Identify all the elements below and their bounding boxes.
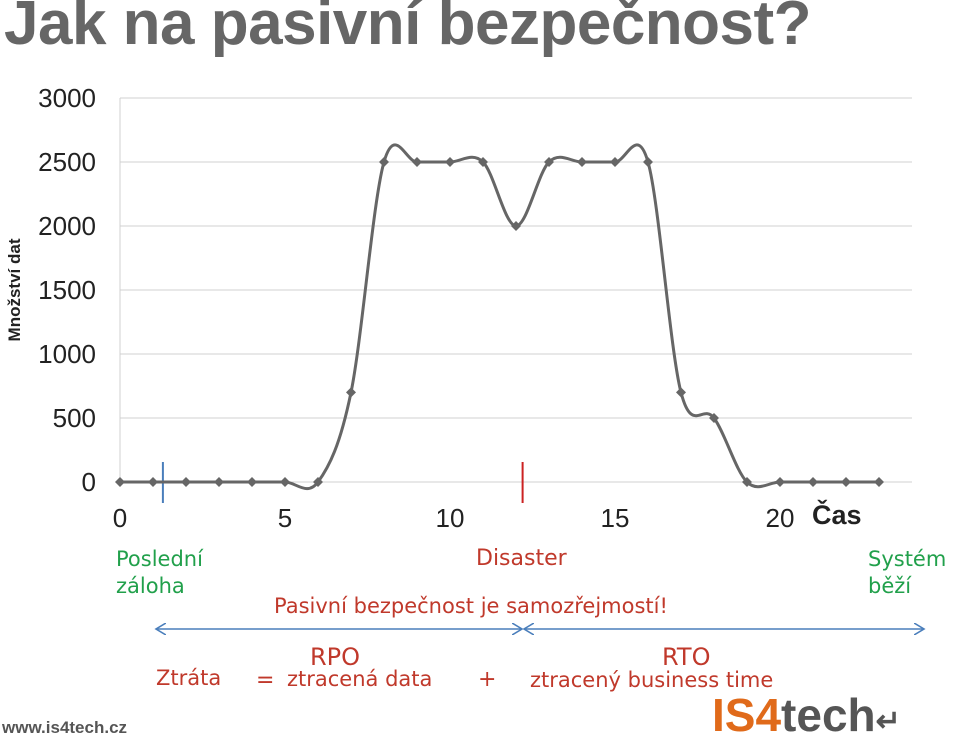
- logo-tech: tech: [781, 689, 876, 741]
- plus-sign: +: [478, 667, 497, 692]
- data-point-13: [544, 157, 554, 167]
- data-point-21: [808, 477, 818, 487]
- data-point-9: [412, 157, 422, 167]
- last-backup-label: Poslední záloha: [116, 547, 203, 598]
- loss-label: Ztráta: [156, 666, 222, 690]
- y-tick-3000: 3000: [38, 83, 96, 113]
- data-point-19: [742, 477, 752, 487]
- y-tick-2000: 2000: [38, 211, 96, 241]
- series-line: [120, 143, 879, 491]
- x-tick-10: 10: [436, 503, 465, 533]
- data-point-22: [841, 477, 851, 487]
- rto-description: ztracený business time: [530, 668, 774, 692]
- series-points: [115, 157, 884, 487]
- data-point-16: [643, 157, 653, 167]
- y-axis-label: Množství dat: [5, 238, 24, 341]
- data-point-17: [676, 387, 686, 398]
- data-point-6: [313, 477, 323, 487]
- x-tick-labels: 0 5 10 15 20: [113, 503, 795, 533]
- y-tick-1000: 1000: [38, 339, 96, 369]
- y-tick-500: 500: [53, 403, 96, 433]
- data-point-20: [775, 477, 785, 487]
- logo-is4: IS4: [712, 689, 782, 741]
- chart-grid: [119, 97, 912, 483]
- data-point-4: [247, 477, 257, 487]
- x-tick-15: 15: [601, 503, 630, 533]
- x-tick-20: 20: [766, 503, 795, 533]
- y-tick-labels: 0 500 1000 1500 2000 2500 3000: [38, 83, 96, 497]
- data-point-8: [379, 157, 389, 167]
- data-point-18: [709, 413, 719, 423]
- data-point-7: [346, 387, 356, 398]
- disaster-label: Disaster: [476, 546, 567, 571]
- slide-title: Jak na pasivní bezpečnost?: [4, 0, 812, 58]
- y-tick-1500: 1500: [38, 275, 96, 305]
- data-point-15: [610, 157, 620, 167]
- data-point-2: [181, 477, 191, 487]
- enter-arrow-icon: ↵: [875, 705, 901, 738]
- rpo-label: RPO: [310, 643, 361, 671]
- data-point-14: [577, 157, 587, 167]
- y-tick-0: 0: [82, 467, 96, 497]
- data-point-0: [115, 477, 125, 487]
- data-point-5: [280, 477, 290, 487]
- y-tick-2500: 2500: [38, 147, 96, 177]
- rpo-description: ztracená data: [287, 667, 433, 691]
- x-tick-0: 0: [113, 503, 127, 533]
- website-url: www.is4tech.cz: [2, 718, 128, 737]
- equals-sign: =: [256, 668, 275, 693]
- x-axis-label: Čas: [812, 499, 862, 530]
- data-point-23: [874, 477, 884, 487]
- is4tech-logo: IS4tech↵: [712, 690, 901, 740]
- passive-security-text: Pasivní bezpečnost je samozřejmostí!: [274, 594, 668, 618]
- data-point-3: [214, 477, 224, 487]
- rto-label: RTO: [662, 643, 711, 671]
- data-point-11: [478, 157, 488, 167]
- data-point-1: [148, 477, 158, 487]
- data-point-10: [445, 157, 455, 167]
- x-tick-5: 5: [278, 503, 292, 533]
- data-point-12: [511, 221, 521, 231]
- system-running-label: Systém běží: [868, 547, 947, 598]
